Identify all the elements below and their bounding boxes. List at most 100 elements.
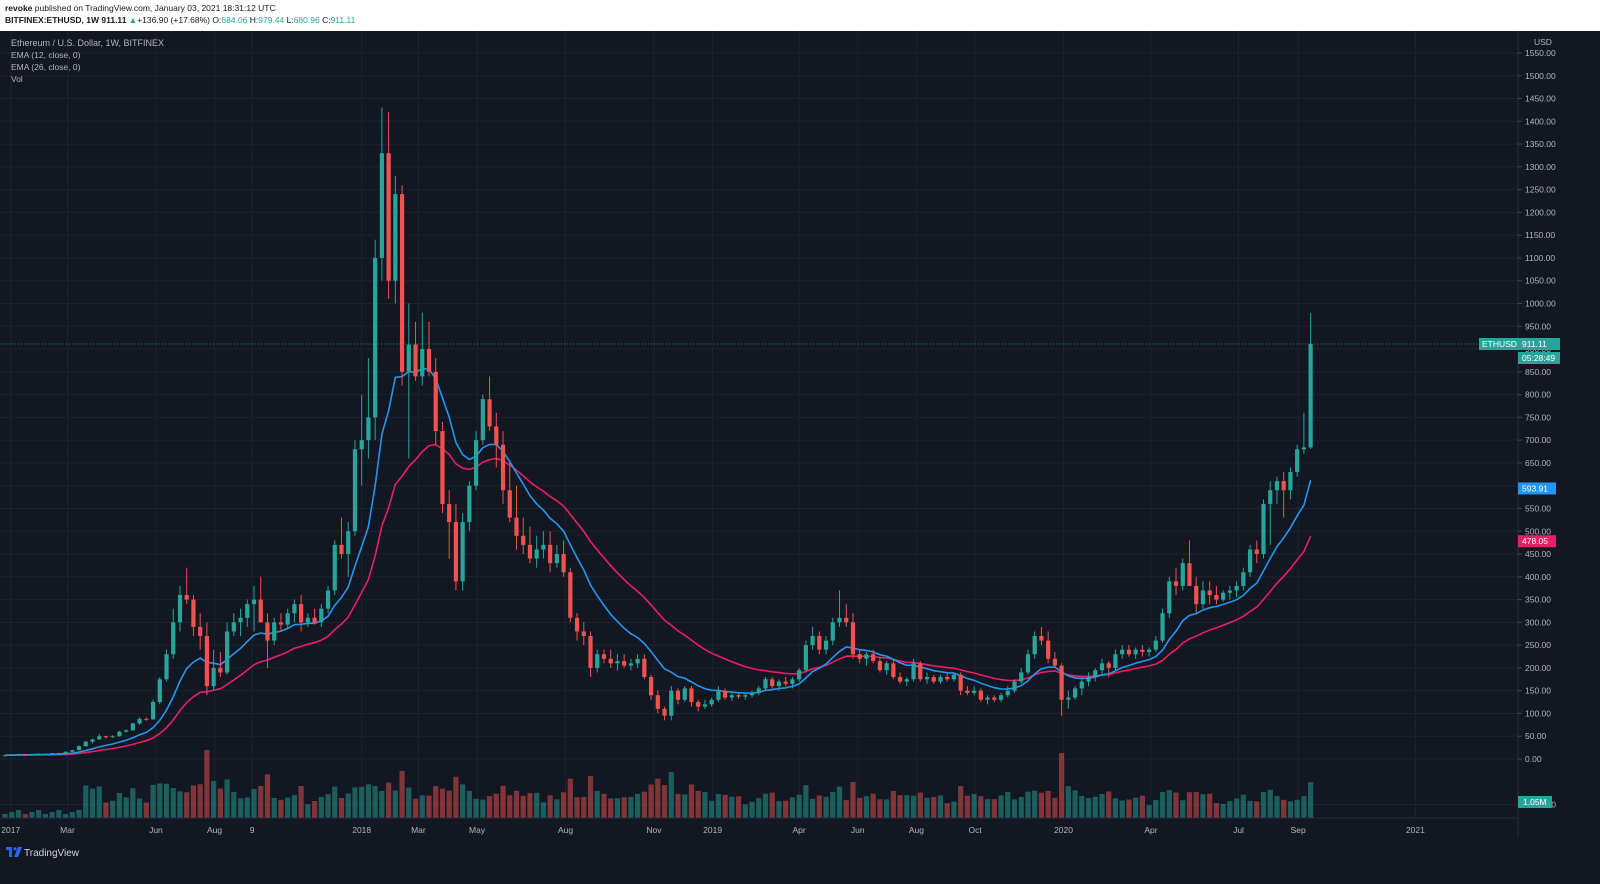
price-tick-label: 1350.00 bbox=[1525, 139, 1556, 149]
volume-bar bbox=[1099, 794, 1105, 818]
volume-bar bbox=[433, 786, 439, 818]
candle-body bbox=[36, 753, 41, 755]
candle-body bbox=[272, 622, 277, 641]
candle-body bbox=[642, 658, 647, 678]
volume-bar bbox=[446, 790, 452, 818]
volume-bar bbox=[69, 812, 75, 818]
candle-body bbox=[622, 661, 627, 666]
candle-body bbox=[1012, 681, 1017, 691]
candle-body bbox=[561, 554, 566, 573]
price-axis[interactable]: USD 1550.00 1500.00 1450.00 1400.00 1350.00 1… bbox=[1518, 37, 1556, 810]
price-tick-label: 0.00 bbox=[1525, 754, 1542, 764]
volume-bar bbox=[594, 790, 600, 818]
volume-badge-text: 1.05M bbox=[1523, 797, 1547, 807]
candle-body bbox=[211, 667, 216, 687]
candle-body bbox=[379, 153, 384, 258]
candle-body bbox=[783, 681, 788, 684]
tradingview-logo-icon[interactable] bbox=[6, 847, 22, 858]
volume-bar bbox=[709, 800, 715, 818]
volume-bar bbox=[783, 800, 789, 818]
time-tick-label: 2018 bbox=[352, 825, 371, 835]
candle-body bbox=[63, 751, 68, 754]
tradingview-brand[interactable]: TradingView bbox=[24, 848, 80, 859]
price-tick-label: 1550.00 bbox=[1525, 48, 1556, 58]
volume-bar bbox=[1240, 794, 1246, 818]
candle-body bbox=[534, 549, 539, 559]
candle-body bbox=[1032, 636, 1037, 655]
time-axis[interactable]: 2017 Mar Jun Aug 9 2018 Mar May Aug Nov 2019 Apr Jun… bbox=[1, 825, 1425, 835]
candle-body bbox=[1241, 572, 1246, 586]
volume-bar bbox=[298, 786, 304, 818]
time-tick-label: 9 bbox=[250, 825, 255, 835]
volume-bar bbox=[601, 793, 607, 818]
volume-bar bbox=[500, 785, 506, 818]
volume-bar bbox=[1207, 793, 1213, 818]
candle-body bbox=[938, 677, 943, 682]
volume-bar bbox=[305, 804, 311, 818]
volume-bar bbox=[137, 798, 143, 818]
candle-body bbox=[527, 544, 533, 559]
volume-bar bbox=[2, 814, 8, 818]
countdown-badge-text: 05:28:49 bbox=[1522, 353, 1555, 363]
volume-bar bbox=[359, 786, 365, 818]
candle-body bbox=[635, 658, 640, 664]
volume-bar bbox=[857, 797, 863, 818]
volume-bar bbox=[157, 783, 163, 818]
candle-body bbox=[972, 690, 977, 693]
candle-body bbox=[76, 746, 82, 751]
volume-bar bbox=[1112, 798, 1119, 818]
volume-bar bbox=[211, 781, 217, 818]
footer-bar: TradingView bbox=[0, 836, 1600, 884]
time-tick-label: Jun bbox=[851, 825, 865, 835]
volume-bar bbox=[1233, 798, 1240, 818]
time-tick-label: Jul bbox=[1233, 825, 1244, 835]
volume-bar bbox=[877, 799, 883, 818]
volume-bar bbox=[1200, 794, 1206, 818]
candle-body bbox=[648, 677, 654, 696]
volume-bar bbox=[83, 785, 89, 818]
candle-body bbox=[992, 697, 997, 700]
volume-bar bbox=[22, 814, 28, 818]
candle-body bbox=[1106, 663, 1111, 668]
high-value: 979.44 bbox=[258, 15, 285, 25]
volume-bar bbox=[460, 784, 466, 818]
volume-bar bbox=[971, 794, 977, 818]
candle-body bbox=[891, 663, 896, 678]
volume-bar bbox=[285, 797, 291, 818]
volume-bar bbox=[1153, 799, 1159, 818]
publisher-line: revoke published on TradingView.com, Jan… bbox=[5, 3, 276, 13]
volume-bar bbox=[937, 795, 944, 818]
volume-bar bbox=[184, 792, 190, 818]
volume-bar bbox=[1119, 800, 1125, 818]
candle-body bbox=[507, 490, 512, 518]
candle-body bbox=[864, 654, 869, 659]
candle-body bbox=[1207, 590, 1212, 596]
volume-bar bbox=[1281, 799, 1287, 818]
price-chart[interactable]: USD 1550.00 1500.00 1450.00 1400.00 1350.00 1… bbox=[0, 31, 1600, 836]
candle-body bbox=[325, 590, 331, 609]
candle-body bbox=[339, 544, 344, 555]
price-tick-label: 150.00 bbox=[1525, 686, 1551, 696]
candle-body bbox=[911, 663, 916, 680]
volume-bar bbox=[177, 791, 183, 818]
author-name[interactable]: revoke bbox=[5, 3, 33, 13]
volume-bar bbox=[554, 799, 560, 818]
candle-body bbox=[278, 622, 284, 625]
ema12-layer bbox=[4, 367, 1312, 757]
volume-bar bbox=[527, 793, 533, 818]
candle-body bbox=[467, 485, 472, 523]
candle-body bbox=[1120, 649, 1125, 655]
legend-ema26: EMA (26, close, 0) bbox=[11, 62, 81, 72]
published-info: published on TradingView.com, January 03… bbox=[34, 3, 276, 13]
candle-body bbox=[803, 645, 808, 671]
volume-bar bbox=[197, 784, 203, 818]
price-tick-label: 300.00 bbox=[1525, 617, 1551, 627]
publication-header: revoke published on TradingView.com, Jan… bbox=[0, 0, 1600, 28]
close-label: C: bbox=[322, 15, 331, 25]
candle-body bbox=[312, 617, 317, 623]
candle-body bbox=[1261, 503, 1266, 555]
volume-bar bbox=[29, 812, 35, 818]
volume-bar bbox=[1267, 789, 1273, 818]
volume-bar bbox=[944, 803, 950, 818]
volume-bar bbox=[628, 796, 634, 818]
